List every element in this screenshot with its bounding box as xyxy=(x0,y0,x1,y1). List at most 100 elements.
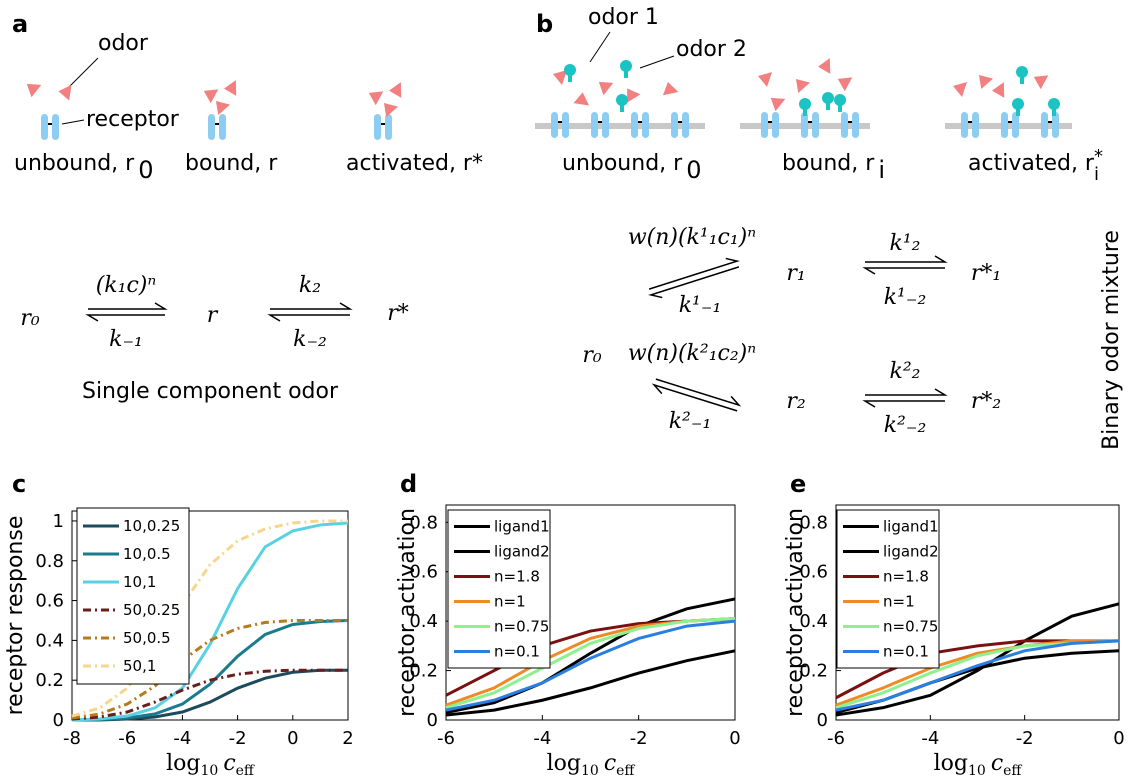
x-axis-label: log10 ceff xyxy=(934,751,1023,779)
state-sup: * xyxy=(1094,146,1103,167)
receptor xyxy=(1012,112,1019,138)
label: 10,1 xyxy=(123,573,156,591)
label: r₀ xyxy=(582,343,602,368)
receptor xyxy=(1001,112,1008,138)
odor-molecule xyxy=(598,81,614,96)
state-label: activated, r* xyxy=(346,151,483,176)
receptor xyxy=(385,114,392,140)
pointer xyxy=(639,55,675,69)
label: 2 xyxy=(342,728,353,749)
label: k¹₋₁ xyxy=(679,293,722,318)
label: k²₂ xyxy=(890,359,921,384)
label: -6 xyxy=(827,728,845,749)
label: 10,0.5 xyxy=(123,545,171,563)
odor-molecule xyxy=(627,88,641,103)
receptor xyxy=(1041,112,1048,138)
odor-molecule xyxy=(758,72,772,87)
label: odor 2 xyxy=(676,37,747,62)
odor-molecule xyxy=(992,82,1005,98)
odor-molecule xyxy=(837,77,853,92)
equilibrium-arrow xyxy=(655,378,742,407)
odor2-molecule xyxy=(803,107,807,116)
odor2-molecule xyxy=(826,101,830,110)
odor2-molecule xyxy=(1016,66,1028,78)
label: k₋₂ xyxy=(293,327,327,352)
receptor xyxy=(591,112,598,138)
equilibrium-arrow xyxy=(651,383,738,412)
label: k₂ xyxy=(299,273,321,298)
label: ligand1 xyxy=(494,518,550,536)
label: 0 xyxy=(287,728,298,749)
data-line xyxy=(71,668,348,721)
label: Binary odor mixture xyxy=(1099,230,1124,450)
odor2-molecule xyxy=(1048,98,1060,110)
odor-molecule xyxy=(58,84,72,101)
label: r₂ xyxy=(786,389,805,414)
label: odor xyxy=(98,31,149,56)
x-label-base: 10 xyxy=(581,763,599,779)
odor2-molecule xyxy=(834,94,846,106)
label: r₀ xyxy=(20,306,40,331)
label: 0 xyxy=(53,710,64,731)
label: 0.8 xyxy=(409,512,438,533)
data-line xyxy=(71,519,348,718)
receptor xyxy=(761,112,768,138)
receptor xyxy=(841,112,848,138)
x-label-base: 10 xyxy=(968,763,986,779)
label: w(n)(k²₁c₂)ⁿ xyxy=(628,341,756,366)
label: ligand2 xyxy=(883,543,939,561)
label: -4 xyxy=(173,728,191,749)
odor-molecule xyxy=(203,89,219,104)
label: 0.6 xyxy=(35,591,64,612)
state-label: bound, r xyxy=(185,151,278,176)
data-line xyxy=(71,618,348,720)
odor2-molecule xyxy=(799,98,811,110)
label: 1 xyxy=(53,511,64,532)
label: 0.4 xyxy=(409,611,438,632)
label: n=0.1 xyxy=(494,643,540,661)
x-label-base: 10 xyxy=(200,763,218,779)
label: k¹₋₂ xyxy=(884,285,927,310)
receptor xyxy=(812,112,819,138)
odor-molecule xyxy=(818,58,831,74)
label: n=1.8 xyxy=(883,568,929,586)
label: 0.6 xyxy=(799,562,828,583)
data-line xyxy=(71,521,349,722)
odor-molecule xyxy=(224,80,237,96)
receptor xyxy=(602,112,609,138)
odor2-molecule xyxy=(620,103,624,112)
equilibrium-arrow xyxy=(865,388,948,396)
odor2-molecule xyxy=(620,60,632,72)
label: k²₋₁ xyxy=(669,409,712,434)
receptor xyxy=(961,112,968,138)
plot-frame xyxy=(445,504,736,721)
receptor xyxy=(551,112,558,138)
label: a xyxy=(12,10,28,38)
odor2-molecule xyxy=(616,94,628,106)
label: 50,0.5 xyxy=(123,629,171,647)
odor-molecule xyxy=(770,97,786,112)
label: k²₋₂ xyxy=(884,413,927,438)
state-text: unbound, r xyxy=(14,151,135,176)
x-label-var: c xyxy=(604,751,616,776)
odor2-molecule xyxy=(838,103,842,112)
state-sub: i xyxy=(1094,164,1099,185)
label: 0.8 xyxy=(799,512,828,533)
pointer xyxy=(589,31,611,63)
label: k¹₂ xyxy=(890,231,921,256)
legend-box xyxy=(836,509,940,669)
state-sub: 0 xyxy=(138,156,153,184)
receptor xyxy=(642,112,649,138)
label: n=1 xyxy=(494,593,526,611)
label: -4 xyxy=(921,728,939,749)
state-sub: 0 xyxy=(686,156,701,184)
receptor xyxy=(801,112,808,138)
odor-molecule xyxy=(26,83,42,98)
label: 10,0.25 xyxy=(123,517,180,535)
receptor xyxy=(374,114,381,140)
label: 0.4 xyxy=(35,630,64,651)
label: -8 xyxy=(63,728,81,749)
odor2-molecule xyxy=(822,92,834,104)
